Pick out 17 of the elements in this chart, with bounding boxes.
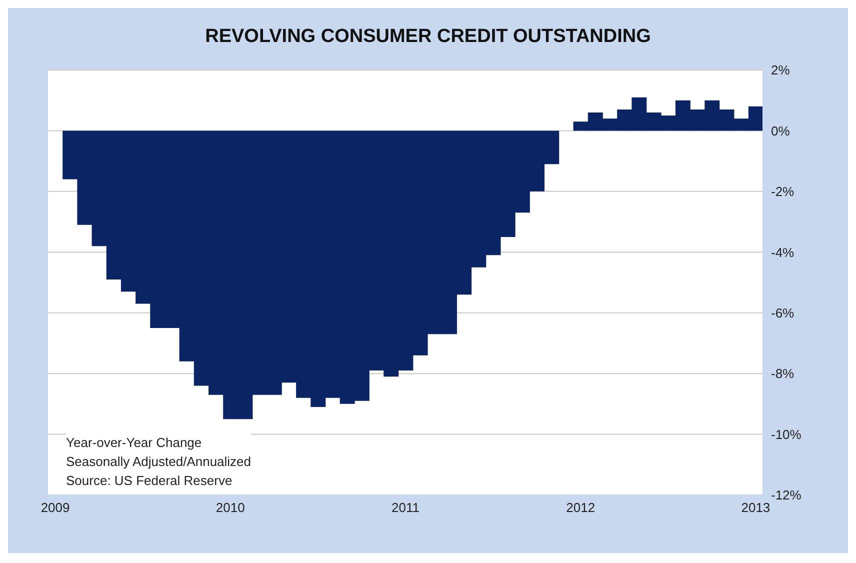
y-tick-label: -6%: [771, 305, 795, 320]
chart-title: REVOLVING CONSUMER CREDIT OUTSTANDING: [204, 25, 652, 49]
y-tick-label: -8%: [771, 366, 795, 382]
annotation: Year-over-Year Change: [66, 434, 203, 452]
y-tick-label: -4%: [771, 244, 795, 260]
x-tick-label: 2009: [40, 500, 70, 516]
y-tick-label: -2%: [771, 184, 795, 200]
y-tick-label: -10%: [771, 426, 802, 442]
x-tick-label: 2013: [741, 500, 770, 516]
x-tick-label: 2011: [392, 500, 420, 516]
y-tick-label: -12%: [771, 488, 802, 503]
annotation: Seasonally Adjusted/Annualized: [66, 453, 252, 471]
y-tick-label: 0%: [771, 123, 790, 138]
annotation: Source: US Federal Reserve: [66, 472, 234, 490]
x-tick-label: 2012: [566, 500, 596, 516]
y-tick-label: 2%: [771, 62, 790, 78]
x-tick-label: 2010: [216, 500, 245, 516]
